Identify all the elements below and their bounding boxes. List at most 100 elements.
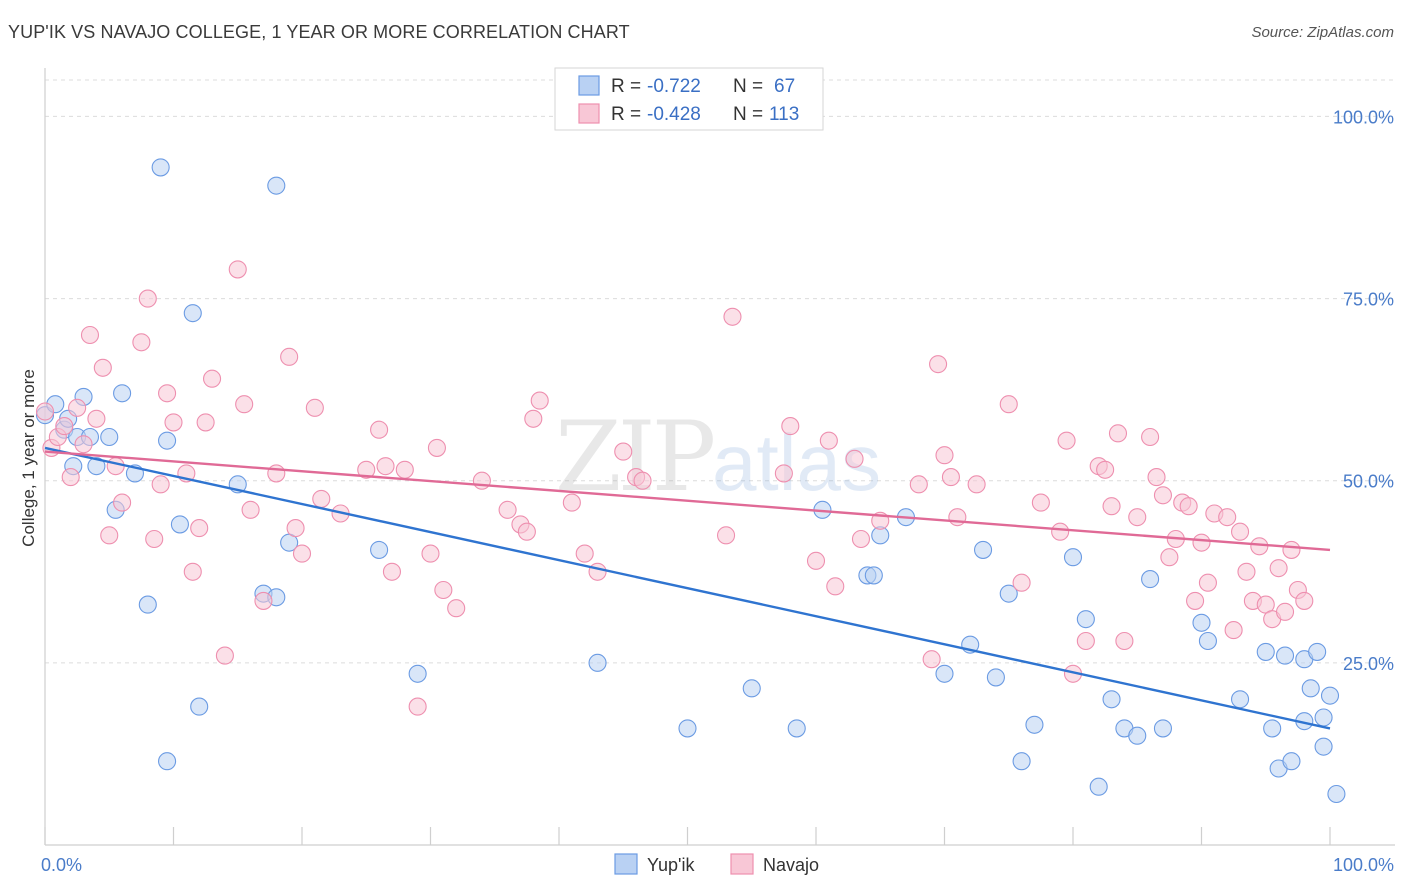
point-yupik-23 <box>267 176 286 195</box>
point-navajo-97 <box>1198 573 1217 592</box>
point-yupik-38 <box>973 540 993 559</box>
point-navajo-84 <box>1102 497 1121 516</box>
y-tick-label-3: 100.0% <box>1333 107 1394 127</box>
point-navajo-75 <box>999 395 1018 414</box>
point-yupik-64 <box>1314 737 1333 756</box>
point-yupik-8 <box>87 457 106 476</box>
point-yupik-55 <box>1263 719 1282 738</box>
point-navajo-58 <box>723 307 742 326</box>
point-navajo-55 <box>614 442 633 461</box>
point-yupik-48 <box>1128 726 1147 745</box>
point-navajo-70 <box>929 355 948 374</box>
point-navajo-83 <box>1096 460 1115 479</box>
point-yupik-26 <box>408 664 427 683</box>
point-navajo-57 <box>633 471 652 490</box>
source-credit: Source: ZipAtlas.com <box>1251 24 1394 41</box>
point-navajo-9 <box>93 358 112 377</box>
watermark-zip: ZIP <box>555 401 714 513</box>
point-yupik-16 <box>158 752 177 771</box>
point-navajo-62 <box>806 551 826 570</box>
point-navajo-65 <box>845 449 864 468</box>
point-navajo-11 <box>106 457 125 476</box>
point-navajo-20 <box>183 562 202 581</box>
point-navajo-100 <box>1224 621 1243 640</box>
point-navajo-86 <box>1115 631 1134 651</box>
point-yupik-9 <box>100 427 119 447</box>
point-navajo-43 <box>427 438 446 457</box>
point-yupik-52 <box>1198 631 1217 651</box>
point-navajo-53 <box>575 544 594 563</box>
point-navajo-47 <box>498 500 517 519</box>
point-navajo-33 <box>305 398 324 417</box>
point-navajo-15 <box>145 529 164 549</box>
point-navajo-7 <box>80 325 100 345</box>
point-navajo-42 <box>421 544 440 563</box>
point-navajo-50 <box>524 409 543 428</box>
point-yupik-54 <box>1256 642 1275 661</box>
point-navajo-69 <box>922 650 941 669</box>
point-navajo-66 <box>851 529 871 549</box>
point-yupik-30 <box>787 719 806 738</box>
data-points <box>35 158 1346 804</box>
point-yupik-18 <box>183 304 202 323</box>
point-navajo-49 <box>517 522 536 541</box>
point-yupik-17 <box>170 515 189 534</box>
point-navajo-107 <box>1269 559 1288 578</box>
point-navajo-14 <box>138 289 157 308</box>
point-navajo-60 <box>774 464 793 483</box>
point-yupik-11 <box>113 384 132 403</box>
point-navajo-36 <box>357 460 376 479</box>
tick-labels: 25.0% 50.0% 75.0% 100.0% 0.0% 100.0% <box>41 107 1394 875</box>
y-axis-label: College, 1 year or more <box>19 369 38 547</box>
point-navajo-17 <box>158 384 177 403</box>
point-navajo-74 <box>967 475 986 494</box>
point-yupik-42 <box>1025 715 1044 734</box>
chart-title: YUP'IK VS NAVAJO COLLEGE, 1 YEAR OR MORE… <box>8 22 630 42</box>
point-navajo-77 <box>1031 493 1050 512</box>
point-navajo-37 <box>370 420 389 439</box>
series-legend: Yup'ik Navajo <box>614 853 819 875</box>
point-yupik-14 <box>151 158 170 177</box>
point-navajo-61 <box>781 417 800 436</box>
point-navajo-0 <box>35 402 55 421</box>
point-navajo-99 <box>1218 508 1237 527</box>
point-yupik-51 <box>1192 613 1211 632</box>
point-navajo-31 <box>286 519 305 538</box>
point-navajo-72 <box>941 468 960 487</box>
trend-line-navajo <box>44 450 1331 552</box>
point-yupik-28 <box>678 719 697 738</box>
point-yupik-53 <box>1231 690 1250 709</box>
point-navajo-91 <box>1160 548 1179 567</box>
point-navajo-18 <box>164 413 183 432</box>
watermark: ZIP atlas <box>555 401 881 513</box>
point-navajo-59 <box>716 526 736 545</box>
trend-lines <box>44 446 1331 730</box>
point-yupik-50 <box>1153 719 1172 738</box>
point-navajo-29 <box>267 464 286 483</box>
y-tick-label-2: 75.0% <box>1343 290 1394 310</box>
grid-lines <box>45 79 1395 664</box>
point-navajo-81 <box>1076 631 1095 651</box>
point-navajo-90 <box>1153 486 1172 505</box>
point-navajo-3 <box>55 417 74 436</box>
point-navajo-104 <box>1250 537 1269 556</box>
point-navajo-12 <box>113 493 132 512</box>
point-yupik-58 <box>1282 752 1301 771</box>
point-yupik-43 <box>1063 548 1083 567</box>
point-yupik-62 <box>1308 642 1327 661</box>
point-navajo-73 <box>948 508 967 527</box>
point-navajo-52 <box>562 493 581 512</box>
point-navajo-101 <box>1231 522 1250 541</box>
point-navajo-78 <box>1051 522 1070 541</box>
point-navajo-34 <box>312 489 331 508</box>
point-navajo-24 <box>215 646 234 665</box>
point-yupik-46 <box>1102 690 1121 709</box>
point-navajo-71 <box>935 446 954 465</box>
point-navajo-102 <box>1237 562 1256 581</box>
point-navajo-13 <box>132 333 151 352</box>
point-navajo-23 <box>203 369 222 388</box>
x-tick-label-0: 0.0% <box>41 855 82 875</box>
point-navajo-79 <box>1057 431 1076 450</box>
point-navajo-87 <box>1128 508 1147 527</box>
